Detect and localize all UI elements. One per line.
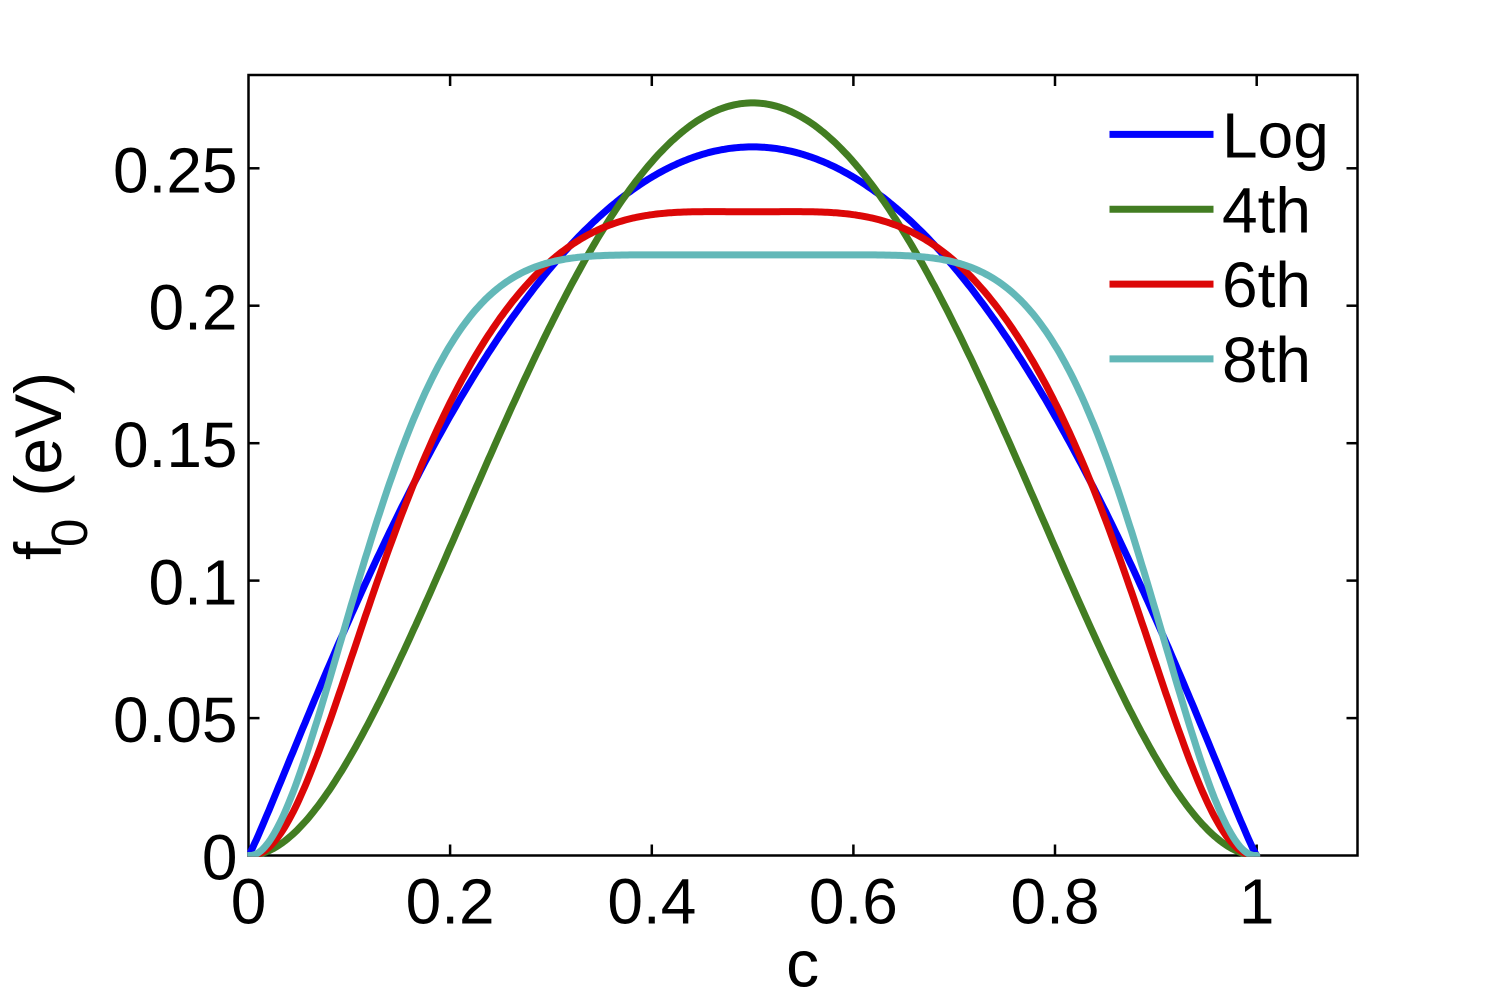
svg-text:Log: Log [1222,99,1329,171]
svg-text:6th: 6th [1222,249,1311,321]
svg-text:0: 0 [41,519,98,547]
svg-text:0.2: 0.2 [406,866,495,938]
svg-text:0.05: 0.05 [113,684,238,756]
svg-text:0.4: 0.4 [607,866,696,938]
svg-text:(eV): (eV) [1,372,75,497]
svg-text:f: f [1,541,75,560]
svg-text:0: 0 [231,866,267,938]
svg-text:0.1: 0.1 [149,547,238,619]
svg-text:4th: 4th [1222,174,1311,246]
svg-text:0.15: 0.15 [113,409,238,481]
svg-text:0.25: 0.25 [113,134,238,206]
svg-text:0: 0 [202,822,238,894]
svg-text:c: c [786,927,819,1000]
svg-text:1: 1 [1239,866,1275,938]
svg-text:0.6: 0.6 [809,866,898,938]
svg-text:0.2: 0.2 [149,272,238,344]
svg-text:8th: 8th [1222,324,1311,396]
svg-text:0.8: 0.8 [1011,866,1100,938]
